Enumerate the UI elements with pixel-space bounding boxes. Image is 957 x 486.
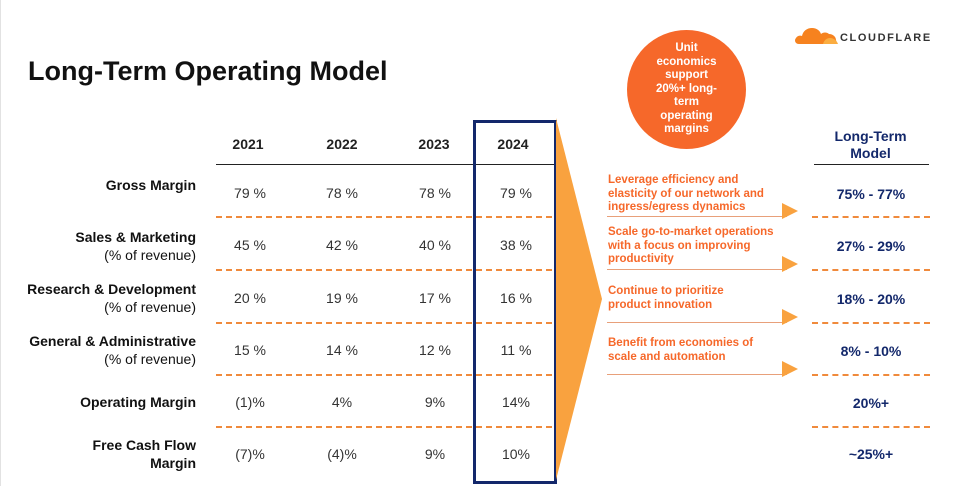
cell: 20 % <box>234 290 266 306</box>
driver-arrow-icon <box>782 256 798 272</box>
target-divider <box>812 322 930 324</box>
row-divider <box>216 216 552 218</box>
row-divider <box>216 374 552 376</box>
cell: 79 % <box>234 185 266 201</box>
target-free-cash-flow-margin: ~25%+ <box>848 446 894 462</box>
cell: 78 % <box>326 185 358 201</box>
cell: 12 % <box>419 342 451 358</box>
driver-arrow-icon <box>782 309 798 325</box>
cell: 38 % <box>500 237 532 253</box>
slide-title: Long-Term Operating Model <box>28 56 388 86</box>
driver-research-development: Continue to prioritize product innovatio… <box>608 285 724 311</box>
target-divider <box>812 426 930 428</box>
cell: 45 % <box>234 237 266 253</box>
cell: 10% <box>501 446 531 462</box>
target-operating-margin: 20%+ <box>852 395 890 411</box>
driver-arrow-icon <box>782 361 798 377</box>
column-header-2023: 2023 <box>418 136 450 152</box>
cloudflare-logo: CLOUDFLARE <box>793 20 943 46</box>
row-label-free-cash-flow-margin: Free Cash Flow Margin <box>92 437 196 471</box>
driver-gross-margin: Leverage efficiency and elasticity of ou… <box>608 174 764 213</box>
long-term-model-heading: Long-Term Model <box>834 128 907 161</box>
transition-arrow <box>556 118 602 480</box>
cell: 42 % <box>326 237 358 253</box>
cell: 9% <box>424 446 446 462</box>
driver-rule <box>607 322 787 323</box>
target-research-development: 18% - 20% <box>836 291 906 307</box>
badge-text: Unit economics support 20%+ long-term op… <box>655 41 718 136</box>
cloud-icon <box>795 28 838 44</box>
target-divider <box>812 269 930 271</box>
cell: 17 % <box>419 290 451 306</box>
column-header-2022: 2022 <box>326 136 358 152</box>
cell: 14% <box>501 394 531 410</box>
cell: 9% <box>424 394 446 410</box>
driver-rule <box>607 374 787 375</box>
target-divider <box>812 216 930 218</box>
cell: 11 % <box>500 342 532 358</box>
long-term-header-rule <box>814 164 929 165</box>
cell: 4% <box>331 394 353 410</box>
cell: 16 % <box>500 290 532 306</box>
cell: 78 % <box>419 185 451 201</box>
target-gross-margin: 75% - 77% <box>836 186 906 202</box>
row-label-general-administrative: General & Administrative (% of revenue) <box>29 333 196 367</box>
column-header-2021: 2021 <box>232 136 264 152</box>
cell: 79 % <box>500 185 532 201</box>
header-rule <box>216 164 554 165</box>
target-general-administrative: 8% - 10% <box>840 343 902 359</box>
row-label-sales-marketing: Sales & Marketing (% of revenue) <box>75 229 196 263</box>
target-divider <box>812 374 930 376</box>
driver-rule <box>607 269 787 270</box>
row-divider <box>216 322 552 324</box>
cell: (1)% <box>235 394 265 410</box>
row-label-operating-margin: Operating Margin <box>80 394 196 410</box>
target-sales-marketing: 27% - 29% <box>836 238 906 254</box>
row-divider <box>216 269 552 271</box>
cell: 40 % <box>419 237 451 253</box>
cell: (4)% <box>327 446 357 462</box>
driver-arrow-icon <box>782 203 798 219</box>
margin-badge: Unit economics support 20%+ long-term op… <box>627 30 746 149</box>
cell: 19 % <box>326 290 358 306</box>
slide-left-border <box>0 0 1 486</box>
row-divider <box>216 426 552 428</box>
cell: 15 % <box>234 342 266 358</box>
row-label-gross-margin: Gross Margin <box>105 177 196 193</box>
cell: (7)% <box>235 446 265 462</box>
brand-wordmark: CLOUDFLARE <box>840 32 932 44</box>
cell: 14 % <box>326 342 358 358</box>
column-header-2024: 2024 <box>497 136 529 152</box>
driver-general-administrative: Benefit from economies of scale and auto… <box>608 337 754 363</box>
driver-rule <box>607 216 787 217</box>
driver-sales-marketing: Scale go-to-market operations with a foc… <box>608 226 774 265</box>
current-year-highlight <box>473 120 557 484</box>
row-label-research-development: Research & Development (% of revenue) <box>27 281 196 315</box>
